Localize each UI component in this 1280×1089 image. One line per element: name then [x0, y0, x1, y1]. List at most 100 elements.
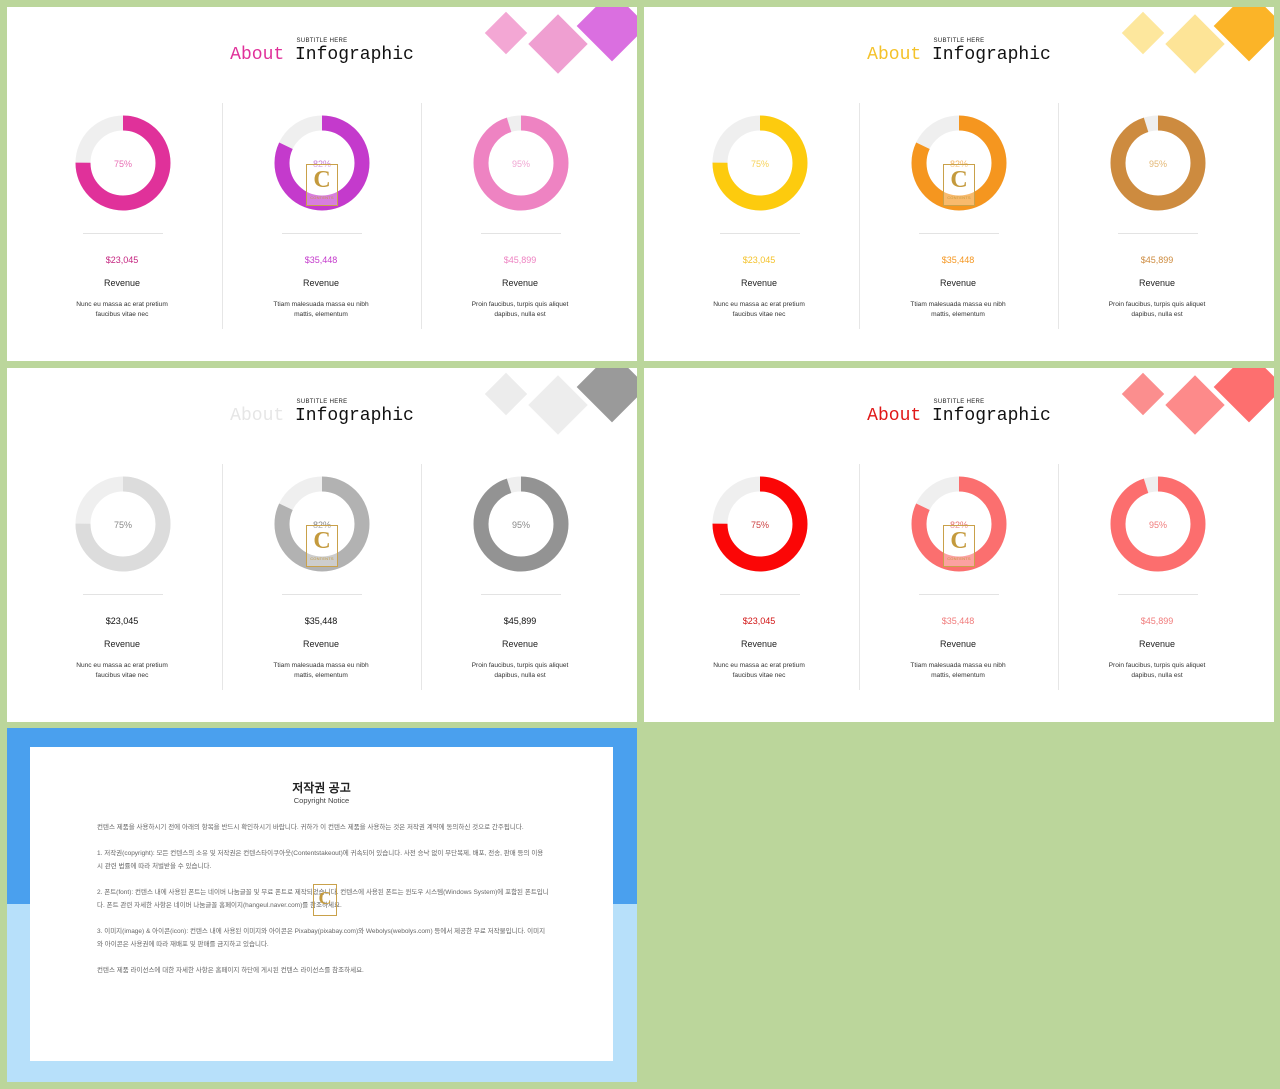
- amount-value: $35,448: [304, 255, 338, 265]
- notice-paper: 저작권 공고 Copyright Notice 컨텐스 제품을 사용하시기 전에…: [30, 747, 613, 1061]
- title-main: Infographic: [295, 45, 414, 65]
- donut-arc: [1110, 115, 1206, 211]
- description-line: faucibus vitae nec: [732, 671, 786, 679]
- donut-chart: [911, 115, 1007, 211]
- donut-arc: [712, 115, 808, 211]
- card-description: Ttiam malesuada massa eu nibh mattis, ele…: [251, 300, 391, 319]
- donut-chart: [473, 476, 569, 572]
- stat-card: 82% C CONTENTS $35,448 Revenue Ttiam malesuad…: [222, 468, 420, 698]
- description-line: Ttiam malesuada massa eu nibh: [910, 662, 1006, 669]
- notice-heading: 3. 이미지(image) & 아이콘(icon):: [97, 928, 189, 935]
- watermark-letter: C: [950, 528, 968, 554]
- slide-subtitle: SUBTITLE HERE: [933, 399, 985, 405]
- card-separator: [481, 233, 561, 234]
- description-line: dapibus, nulla est: [1131, 310, 1183, 318]
- watermark-letter: C: [313, 167, 331, 193]
- stat-card: 95% $45,899 Revenue Proin faucibus, turpis …: [1058, 468, 1256, 698]
- watermark-logo: C CONTENTS: [306, 525, 338, 567]
- watermark-text: CONTENTS: [310, 556, 334, 561]
- watermark-text: CONTENTS: [947, 195, 971, 200]
- percent-label: 75%: [113, 159, 132, 169]
- title-main: Infographic: [932, 45, 1051, 65]
- description-line: dapibus, nulla est: [1131, 671, 1183, 679]
- card-separator: [919, 233, 999, 234]
- donut-arc: [712, 476, 808, 572]
- amount-value: $45,899: [503, 255, 537, 265]
- notice-body: 컨텐스 제품을 사용하시기 전에 아래의 항목을 반드시 확인하시기 바랍니다.…: [97, 821, 549, 990]
- notice-paragraph: 컨텐스 제품을 사용하시기 전에 아래의 항목을 반드시 확인하시기 바랍니다.…: [97, 824, 524, 831]
- donut-chart: [1110, 115, 1206, 211]
- notice-subtitle: Copyright Notice: [293, 796, 350, 805]
- description-line: mattis, elementum: [294, 310, 348, 318]
- amount-value: $23,045: [742, 255, 776, 265]
- donut-arc: [473, 476, 569, 572]
- description-line: Proin faucibus, turpis quis aliquet: [471, 662, 569, 669]
- card-separator: [919, 594, 999, 595]
- notice-text: 컨텐스 내에 사용된 폰트는 네이버 나눔글꼴 및 무료 폰트로 제작되었습니다…: [97, 889, 549, 909]
- description-line: Nunc eu massa ac erat pretium: [76, 301, 168, 308]
- description-line: dapibus, nulla est: [494, 671, 546, 679]
- infographic-slide: SUBTITLE HERE About Infographic 75% $23,045…: [7, 7, 637, 361]
- donut-chart: [274, 115, 370, 211]
- metric-label: Revenue: [740, 278, 778, 288]
- card-separator: [83, 233, 163, 234]
- column-divider: [421, 103, 422, 329]
- watermark-logo: C CONTENTS: [943, 525, 975, 567]
- slide-subtitle: SUBTITLE HERE: [296, 38, 348, 44]
- metric-label: Revenue: [939, 278, 977, 288]
- stat-card: 82% C CONTENTS $35,448 Revenue Ttiam malesuad…: [859, 107, 1057, 337]
- slide-subtitle: SUBTITLE HERE: [296, 399, 348, 405]
- metric-label: Revenue: [302, 278, 340, 288]
- metric-label: Revenue: [740, 639, 778, 649]
- title-accent: About: [230, 45, 285, 65]
- slide-title: About Infographic: [7, 45, 637, 65]
- stat-card: 75% $23,045 Revenue Nunc eu massa ac erat p…: [23, 468, 221, 698]
- metric-label: Revenue: [103, 278, 141, 288]
- donut-chart: [274, 476, 370, 572]
- donut-arc: [911, 476, 1007, 572]
- amount-value: $35,448: [941, 616, 975, 626]
- card-description: Nunc eu massa ac erat pretium faucibus vi…: [52, 300, 192, 319]
- donut-chart: [75, 476, 171, 572]
- card-separator: [720, 233, 800, 234]
- notice-paragraph: 2. 폰트(font): 컨텐스 내에 사용된 폰트는 네이버 나눔글꼴 및 무…: [97, 886, 549, 912]
- description-line: mattis, elementum: [931, 671, 985, 679]
- amount-value: $35,448: [304, 616, 338, 626]
- donut-chart: [75, 115, 171, 211]
- stat-card: 75% $23,045 Revenue Nunc eu massa ac erat p…: [660, 468, 858, 698]
- card-description: Nunc eu massa ac erat pretium faucibus vi…: [689, 661, 829, 680]
- donut-arc: [75, 115, 171, 211]
- amount-value: $45,899: [503, 616, 537, 626]
- description-line: Proin faucibus, turpis quis aliquet: [1108, 301, 1206, 308]
- metric-label: Revenue: [939, 639, 977, 649]
- title-accent: About: [230, 406, 285, 426]
- title-accent: About: [867, 406, 922, 426]
- stat-card: 82% C CONTENTS $35,448 Revenue Ttiam malesuad…: [222, 107, 420, 337]
- slide-title: About Infographic: [644, 406, 1274, 426]
- stat-card: 95% $45,899 Revenue Proin faucibus, turpis …: [1058, 107, 1256, 337]
- card-description: Nunc eu massa ac erat pretium faucibus vi…: [52, 661, 192, 680]
- donut-arc: [1110, 476, 1206, 572]
- donut-arc: [473, 115, 569, 211]
- slide-title: About Infographic: [644, 45, 1274, 65]
- percent-label: 95%: [1148, 159, 1167, 169]
- metric-label: Revenue: [501, 639, 539, 649]
- metric-label: Revenue: [302, 639, 340, 649]
- card-separator: [481, 594, 561, 595]
- watermark-text: CONTENTS: [310, 195, 334, 200]
- donut-arc: [274, 476, 370, 572]
- metric-label: Revenue: [1138, 278, 1176, 288]
- notice-text: 컨텐스 내에 사용된 이미지와 아이콘은 Pixabay(pixabay.com…: [97, 928, 546, 948]
- column-divider: [222, 464, 223, 690]
- card-description: Ttiam malesuada massa eu nibh mattis, ele…: [251, 661, 391, 680]
- donut-chart: [712, 115, 808, 211]
- description-line: Ttiam malesuada massa eu nibh: [910, 301, 1006, 308]
- percent-label: 95%: [1148, 520, 1167, 530]
- watermark-logo: C CONTENTS: [943, 164, 975, 206]
- card-description: Nunc eu massa ac erat pretium faucibus vi…: [689, 300, 829, 319]
- description-line: mattis, elementum: [294, 671, 348, 679]
- description-line: Ttiam malesuada massa eu nibh: [273, 662, 369, 669]
- donut-chart: [712, 476, 808, 572]
- donut-chart: [1110, 476, 1206, 572]
- notice-paragraph: 1. 저작권(copyright): 모든 컨텐스의 소유 및 저작권은 컨텐스…: [97, 847, 549, 873]
